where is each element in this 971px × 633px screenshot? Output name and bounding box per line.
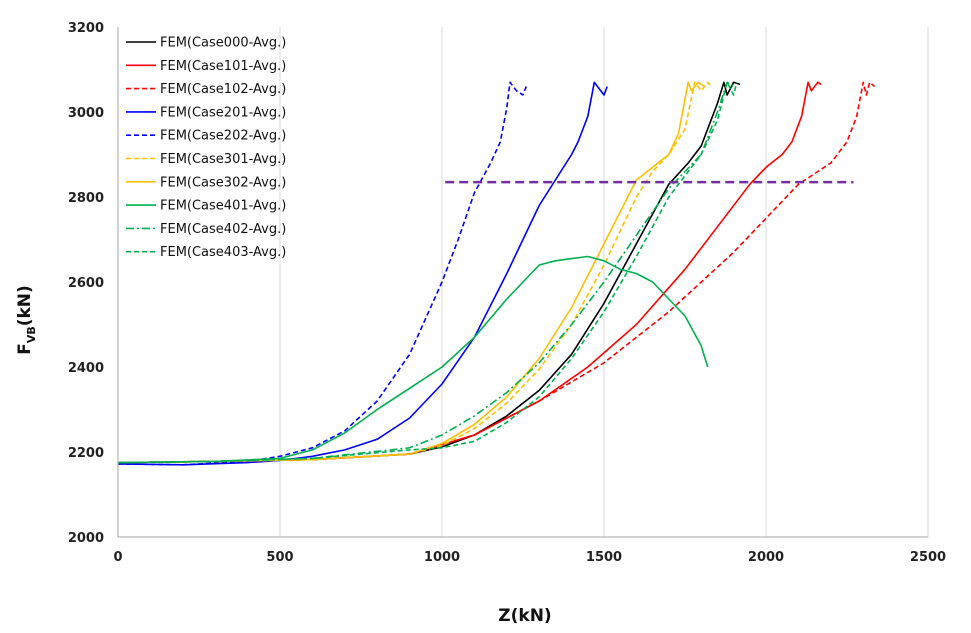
y-tick-label-3200: 3200 <box>68 21 104 36</box>
y-tick-label-2000: 2000 <box>68 531 104 546</box>
y-axis-title-sub: VB <box>25 326 38 343</box>
legend-label-5: FEM(Case301-Avg.) <box>160 152 286 167</box>
series-lines <box>117 81 876 466</box>
legend-label-7: FEM(Case401-Avg.) <box>160 199 286 214</box>
axes <box>117 27 928 538</box>
legend-label-2: FEM(Case102-Avg.) <box>160 82 286 97</box>
y-axis-title: FVB(kN) <box>15 285 38 355</box>
y-tick-label-2800: 2800 <box>68 191 104 206</box>
x-tick-labels: 0 500 1000 1500 2000 2500 <box>113 550 946 565</box>
y-tick-label-3000: 3000 <box>68 106 104 121</box>
legend: FEM(Case000-Avg.) FEM(Case101-Avg.) FEM(Ca… <box>126 36 286 260</box>
legend-label-0: FEM(Case000-Avg.) <box>160 36 286 51</box>
series-line-8 <box>117 81 735 464</box>
x-tick-label-0: 0 <box>113 550 122 565</box>
x-tick-label-1500: 1500 <box>586 550 622 565</box>
x-tick-label-1000: 1000 <box>424 550 460 565</box>
legend-label-3: FEM(Case201-Avg.) <box>160 105 286 120</box>
legend-label-4: FEM(Case202-Avg.) <box>160 129 286 144</box>
legend-label-9: FEM(Case403-Avg.) <box>160 245 286 260</box>
y-axis-title-unit: (kN) <box>15 285 35 326</box>
y-tick-label-2600: 2600 <box>68 276 104 291</box>
y-tick-labels: 2000 2200 2400 2600 2800 3000 3200 <box>68 21 104 546</box>
x-tick-label-2000: 2000 <box>748 550 784 565</box>
y-tick-label-2400: 2400 <box>68 361 104 376</box>
y-tick-label-2200: 2200 <box>68 446 104 461</box>
series-line-6 <box>117 81 705 464</box>
series-line-9 <box>117 81 738 464</box>
legend-label-1: FEM(Case101-Avg.) <box>160 59 286 74</box>
x-tick-label-500: 500 <box>266 550 293 565</box>
x-axis-title: Z(kN) <box>498 606 551 626</box>
x-tick-label-2500: 2500 <box>910 550 946 565</box>
series-line-7 <box>117 255 709 464</box>
legend-label-8: FEM(Case402-Avg.) <box>160 222 286 237</box>
legend-label-6: FEM(Case302-Avg.) <box>160 175 286 190</box>
y-axis-title-main: F <box>15 343 35 355</box>
series-line-4 <box>117 81 527 466</box>
